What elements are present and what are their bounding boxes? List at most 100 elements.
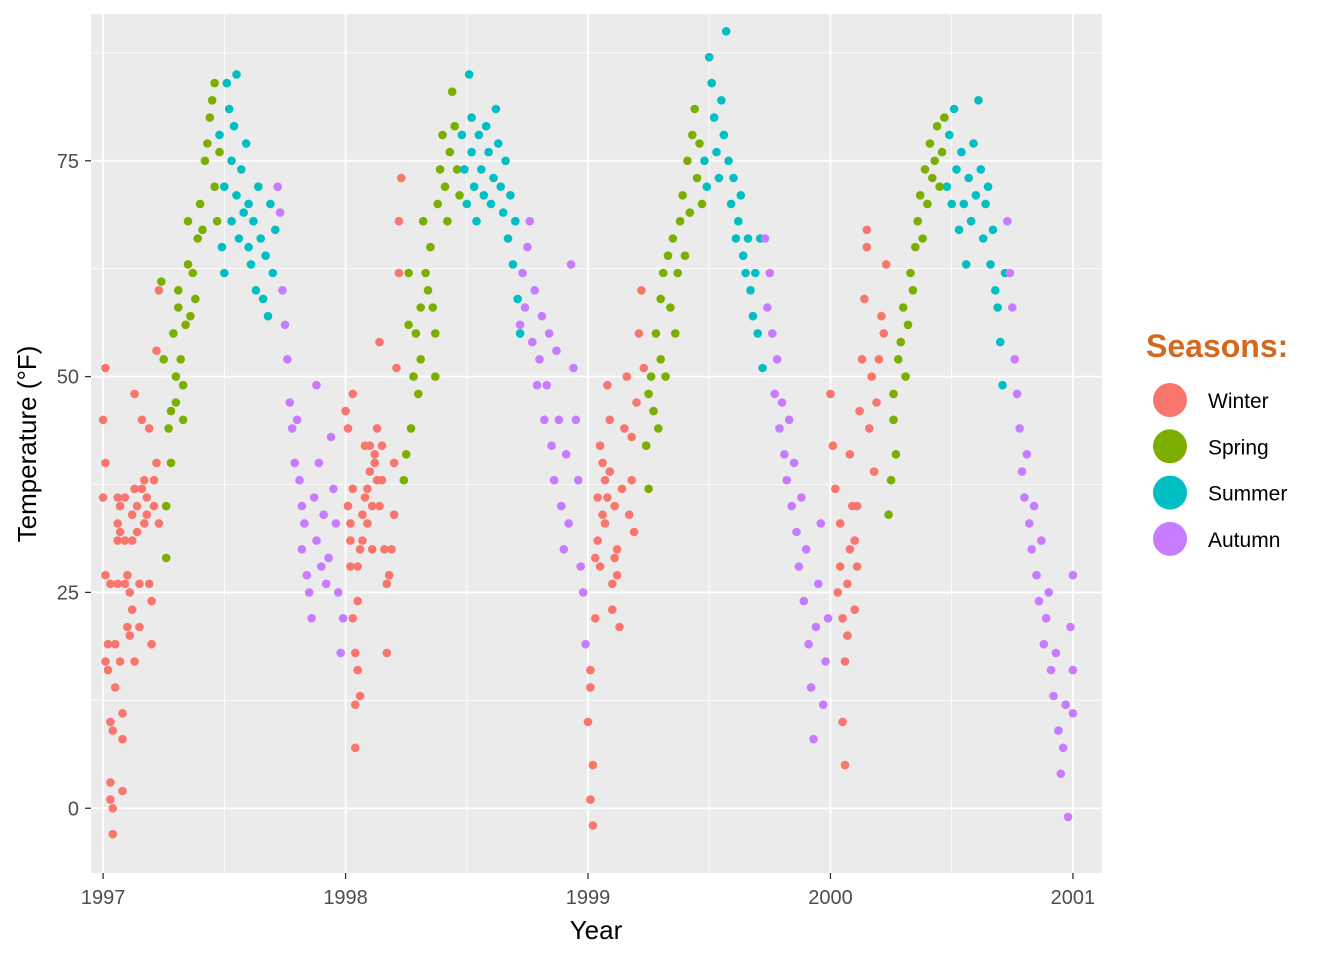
point-summer: [486, 199, 496, 209]
point-autumn: [1066, 622, 1075, 632]
point-winter: [130, 657, 139, 666]
point-winter: [149, 501, 159, 511]
point-spring: [174, 303, 183, 312]
point-summer: [511, 216, 520, 226]
point-winter: [850, 536, 859, 545]
point-spring: [685, 208, 695, 217]
point-autumn: [1046, 665, 1056, 675]
point-summer: [508, 260, 518, 269]
point-winter: [843, 631, 852, 640]
point-spring: [658, 268, 668, 278]
point-summer: [978, 234, 988, 243]
point-winter: [118, 709, 127, 718]
point-autumn: [540, 415, 549, 425]
point-autumn: [278, 286, 287, 295]
point-winter: [123, 570, 132, 580]
point-summer: [234, 234, 244, 243]
point-spring: [886, 475, 896, 485]
point-winter: [867, 372, 876, 381]
point-autumn: [1068, 665, 1078, 675]
point-winter: [106, 778, 115, 787]
point-autumn: [554, 415, 564, 425]
point-winter: [343, 424, 353, 433]
point-autumn: [777, 398, 787, 407]
point-spring: [438, 130, 447, 140]
point-winter: [828, 441, 838, 451]
x-axis: 1997 1998 1999 2000 2001: [81, 873, 1095, 909]
point-summer: [736, 191, 746, 200]
point-winter: [125, 631, 135, 640]
point-spring: [431, 329, 440, 338]
point-winter: [603, 493, 612, 502]
point-summer: [971, 191, 981, 200]
point-summer: [513, 294, 522, 304]
point-winter: [154, 286, 164, 295]
point-autumn: [1061, 700, 1070, 709]
point-winter: [372, 424, 382, 433]
point-spring: [450, 121, 460, 131]
point-winter: [147, 596, 156, 606]
point-winter: [115, 501, 125, 511]
point-spring: [193, 234, 202, 243]
point-winter: [620, 424, 629, 433]
point-winter: [375, 501, 384, 511]
point-autumn: [334, 588, 343, 597]
point-summer: [506, 191, 515, 200]
point-autumn: [557, 501, 566, 511]
point-spring: [210, 78, 219, 88]
point-summer: [501, 156, 510, 166]
point-winter: [850, 605, 859, 614]
point-autumn: [1054, 726, 1063, 735]
point-spring: [688, 130, 697, 140]
point-spring: [215, 147, 224, 157]
point-autumn: [1015, 424, 1024, 433]
point-autumn: [547, 441, 556, 451]
point-spring: [649, 406, 658, 416]
point-winter: [101, 363, 110, 373]
point-summer: [719, 130, 729, 140]
point-summer: [464, 70, 474, 79]
point-spring: [889, 415, 898, 425]
legend-item-spring: Spring: [1153, 429, 1269, 464]
point-spring: [692, 173, 702, 183]
legend-swatch: [1153, 383, 1187, 417]
point-winter: [600, 475, 610, 485]
point-spring: [188, 268, 198, 278]
point-summer: [268, 268, 278, 278]
point-summer: [995, 337, 1005, 347]
data-points: [98, 27, 1078, 839]
point-autumn: [273, 182, 283, 191]
point-spring: [164, 424, 173, 433]
point-winter: [115, 527, 125, 537]
point-winter: [346, 562, 355, 571]
point-winter: [142, 510, 152, 519]
point-autumn: [1068, 570, 1078, 580]
point-autumn: [1010, 355, 1019, 364]
legend-label: Autumn: [1208, 529, 1280, 552]
point-spring: [923, 199, 932, 209]
point-winter: [588, 821, 598, 830]
point-winter: [348, 484, 358, 494]
point-spring: [161, 501, 171, 511]
point-winter: [874, 355, 884, 364]
point-autumn: [530, 286, 539, 295]
point-spring: [940, 113, 949, 122]
point-autumn: [319, 510, 329, 519]
point-autumn: [789, 458, 799, 468]
point-spring: [183, 260, 193, 269]
point-autumn: [569, 363, 578, 373]
point-winter: [865, 424, 874, 433]
point-autumn: [1044, 588, 1053, 597]
point-summer: [222, 78, 232, 88]
point-autumn: [302, 570, 312, 580]
point-spring: [210, 182, 219, 191]
point-summer: [998, 380, 1007, 390]
point-winter: [370, 450, 380, 459]
point-summer: [251, 286, 261, 295]
point-summer: [220, 182, 229, 191]
point-winter: [113, 493, 122, 502]
point-winter: [860, 294, 869, 304]
point-spring: [651, 329, 661, 338]
point-spring: [161, 553, 171, 563]
point-winter: [593, 493, 602, 502]
